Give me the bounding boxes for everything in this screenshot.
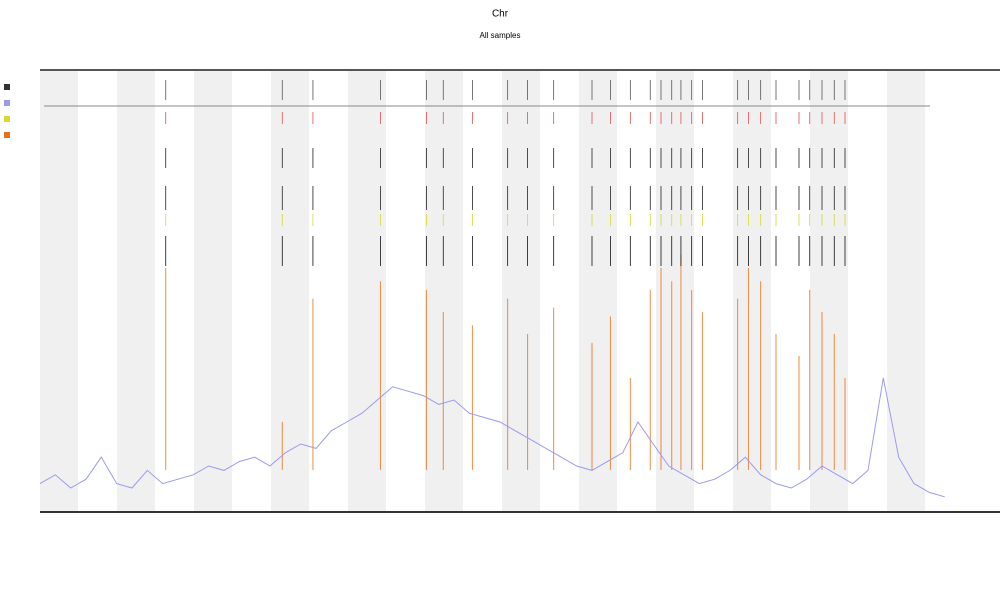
- stripe: [887, 71, 925, 511]
- legend-swatch: [4, 100, 10, 106]
- data-line: [39, 377, 945, 498]
- legend-swatch: [4, 116, 10, 122]
- stripe: [425, 71, 463, 511]
- stripe: [733, 71, 771, 511]
- stripe: [194, 71, 232, 511]
- chart-title: Chr: [492, 9, 509, 20]
- stripe: [579, 71, 617, 511]
- stripe: [810, 71, 848, 511]
- legend-swatch: [4, 132, 10, 138]
- stripe: [656, 71, 694, 511]
- stripe: [40, 71, 78, 511]
- chart-subtitle: All samples: [480, 31, 521, 40]
- stripes: [40, 71, 925, 511]
- legend-swatch: [4, 84, 10, 90]
- stripe: [502, 71, 540, 511]
- stripe: [271, 71, 309, 511]
- stripe: [348, 71, 386, 511]
- stripe: [117, 71, 155, 511]
